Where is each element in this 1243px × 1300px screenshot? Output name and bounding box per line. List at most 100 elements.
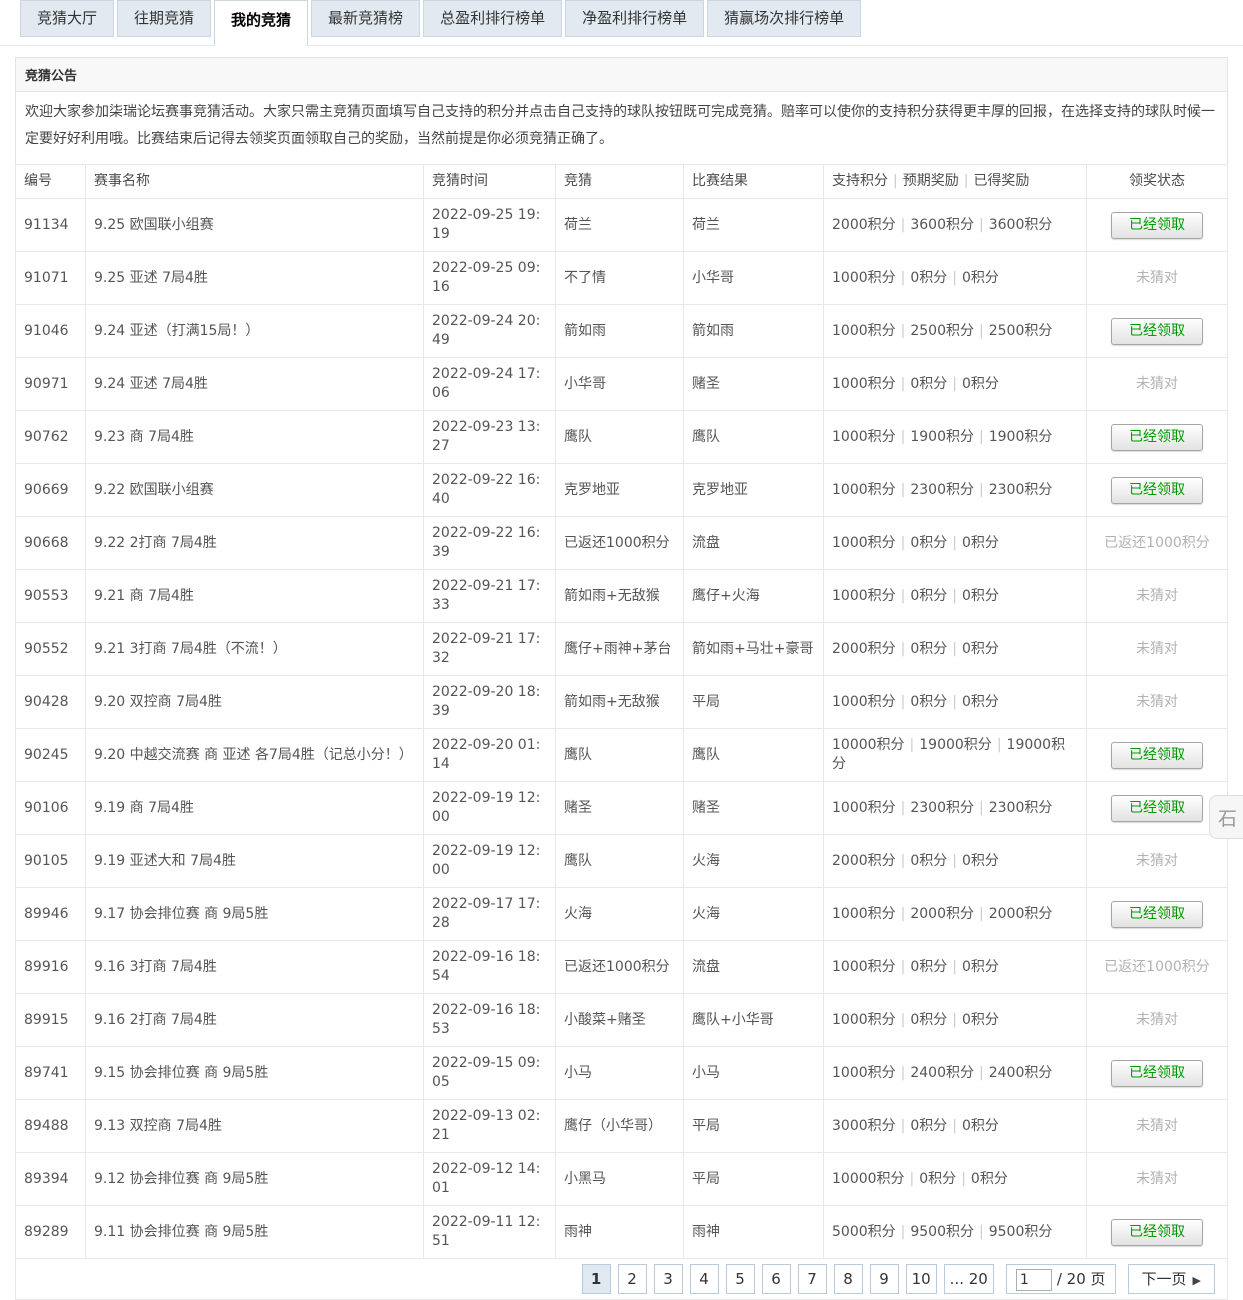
- points-value: 0积分: [962, 640, 999, 657]
- cell-status: 未猜对: [1086, 675, 1228, 729]
- points-value: 2500积分: [988, 322, 1053, 339]
- claimed-button[interactable]: 已经领取: [1111, 900, 1203, 928]
- tab-0[interactable]: 竞猜大厅: [20, 0, 115, 37]
- points-value: 10000积分: [832, 1170, 905, 1187]
- cell-id: 89741: [15, 1046, 86, 1100]
- separator: |: [979, 428, 984, 445]
- tab-6[interactable]: 猜赢场次排行榜单: [707, 0, 862, 37]
- page-button[interactable]: 10: [905, 1264, 937, 1294]
- cell-id: 90105: [15, 834, 86, 888]
- cell-bet: 赌圣: [555, 781, 684, 835]
- page-button[interactable]: 6: [761, 1264, 791, 1294]
- page-jump-input[interactable]: [1015, 1268, 1052, 1291]
- cell-event-name: 9.13 双控商 7局4胜: [85, 1099, 424, 1153]
- cell-time: 2022-09-13 02:21: [423, 1099, 556, 1153]
- points-header-part: 支持积分: [832, 173, 888, 189]
- separator: |: [952, 958, 957, 975]
- points-value: 2400积分: [910, 1064, 974, 1081]
- cell-bet: 小酸菜+赌圣: [555, 993, 684, 1047]
- claimed-button[interactable]: 已经领取: [1111, 423, 1203, 451]
- col-header-result: 比赛结果: [683, 164, 824, 199]
- page-button[interactable]: 3: [653, 1264, 683, 1294]
- separator: |: [900, 852, 906, 869]
- cell-points: 1000积分 | 2300积分 | 2300积分: [823, 781, 1087, 835]
- cell-points: 3000积分 | 0积分 | 0积分: [823, 1099, 1087, 1153]
- points-value: 1000积分: [832, 428, 896, 445]
- cell-bet: 荷兰: [555, 198, 684, 252]
- cell-result: 小马: [683, 1046, 824, 1100]
- wrong-status-text: 未猜对: [1136, 1117, 1178, 1134]
- separator: |: [900, 216, 906, 233]
- col-header-bet: 竞猜: [555, 164, 684, 199]
- cell-result: 鹰队: [683, 410, 824, 464]
- claimed-button[interactable]: 已经领取: [1111, 317, 1203, 345]
- separator: |: [909, 1170, 915, 1187]
- tab-3[interactable]: 最新竞猜榜: [311, 0, 421, 37]
- cell-id: 90106: [15, 781, 86, 835]
- cell-status: 已经领取: [1086, 728, 1228, 782]
- tab-4[interactable]: 总盈利排行榜单: [423, 0, 563, 37]
- points-value: 19000积分: [919, 737, 992, 753]
- cell-event-name: 9.24 亚述（打满15局！）: [85, 304, 424, 358]
- cell-status: 已返还1000积分: [1086, 516, 1228, 570]
- points-value: 1000积分: [832, 1011, 896, 1028]
- separator: |: [979, 322, 984, 339]
- points-value: 1000积分: [832, 905, 896, 922]
- cell-result: 箭如雨: [683, 304, 824, 358]
- page-button[interactable]: 2: [617, 1264, 647, 1294]
- page-button[interactable]: ... 20: [943, 1264, 994, 1294]
- cell-time: 2022-09-16 18:54: [423, 940, 556, 994]
- claimed-button[interactable]: 已经领取: [1111, 741, 1203, 769]
- separator: |: [900, 375, 906, 392]
- cell-points: 1000积分 | 2000积分 | 2000积分: [823, 887, 1087, 941]
- page-button[interactable]: 4: [689, 1264, 719, 1294]
- side-floating-widget[interactable]: 石: [1209, 795, 1243, 839]
- cell-id: 90669: [15, 463, 86, 517]
- separator: |: [979, 1223, 984, 1240]
- claimed-button[interactable]: 已经领取: [1111, 1218, 1203, 1246]
- page-button-current[interactable]: 1: [581, 1264, 611, 1294]
- next-page-button[interactable]: 下一页 ▶: [1127, 1264, 1215, 1294]
- points-value: 3600积分: [910, 216, 974, 233]
- wrong-status-text: 未猜对: [1136, 1011, 1178, 1028]
- points-value: 2000积分: [988, 905, 1053, 922]
- tab-2[interactable]: 我的竞猜: [214, 0, 309, 46]
- points-value: 0积分: [919, 1170, 957, 1187]
- claimed-button[interactable]: 已经领取: [1111, 794, 1203, 822]
- cell-bet: 雨神: [555, 1205, 684, 1259]
- cell-points: 2000积分 | 0积分 | 0积分: [823, 834, 1087, 888]
- cell-time: 2022-09-23 13:27: [423, 410, 556, 464]
- next-arrow-icon: ▶: [1192, 1274, 1201, 1287]
- page-button[interactable]: 8: [833, 1264, 863, 1294]
- points-value: 1000积分: [832, 269, 896, 286]
- claimed-button[interactable]: 已经领取: [1111, 476, 1203, 504]
- notice-panel: 竞猜公告 欢迎大家参加柒瑞论坛赛事竞猜活动。大家只需主竞猜页面填写自己支持的积分…: [15, 57, 1228, 164]
- table-row: 90105 9.19 亚述大和 7局4胜 2022-09-19 12:00 鹰队 火海 2…: [15, 834, 1228, 888]
- cell-points: 1000积分 | 0积分 | 0积分: [823, 675, 1087, 729]
- claimed-button[interactable]: 已经领取: [1111, 211, 1203, 239]
- main-content: 竞猜公告 欢迎大家参加柒瑞论坛赛事竞猜活动。大家只需主竞猜页面填写自己支持的积分…: [15, 57, 1228, 1300]
- points-value: 2300积分: [988, 799, 1053, 816]
- page-button[interactable]: 9: [869, 1264, 899, 1294]
- separator: |: [900, 958, 906, 975]
- cell-bet: 火海: [555, 887, 684, 941]
- points-header-part: 预期奖励: [902, 173, 959, 189]
- cell-points: 1000积分 | 2500积分 | 2500积分: [823, 304, 1087, 358]
- cell-event-name: 9.11 协会排位赛 商 9局5胜: [85, 1205, 424, 1259]
- cell-id: 89916: [15, 940, 86, 994]
- tab-5[interactable]: 净盈利排行榜单: [565, 0, 705, 37]
- cell-time: 2022-09-24 17:06: [423, 357, 556, 411]
- tab-1[interactable]: 往期竞猜: [117, 0, 212, 37]
- separator: |: [961, 1170, 966, 1187]
- cell-result: 克罗地亚: [683, 463, 824, 517]
- table-row: 89915 9.16 2打商 7局4胜 2022-09-16 18:53 小酸菜+赌圣…: [15, 993, 1228, 1047]
- claimed-button[interactable]: 已经领取: [1111, 1059, 1203, 1087]
- separator: |: [900, 534, 906, 551]
- points-value: 0积分: [910, 1011, 948, 1028]
- table-row: 91071 9.25 亚述 7局4胜 2022-09-25 09:16 不了情 小华哥 1…: [15, 251, 1228, 305]
- cell-points: 1000积分 | 0积分 | 0积分: [823, 569, 1087, 623]
- page-button[interactable]: 7: [797, 1264, 827, 1294]
- page-button[interactable]: 5: [725, 1264, 755, 1294]
